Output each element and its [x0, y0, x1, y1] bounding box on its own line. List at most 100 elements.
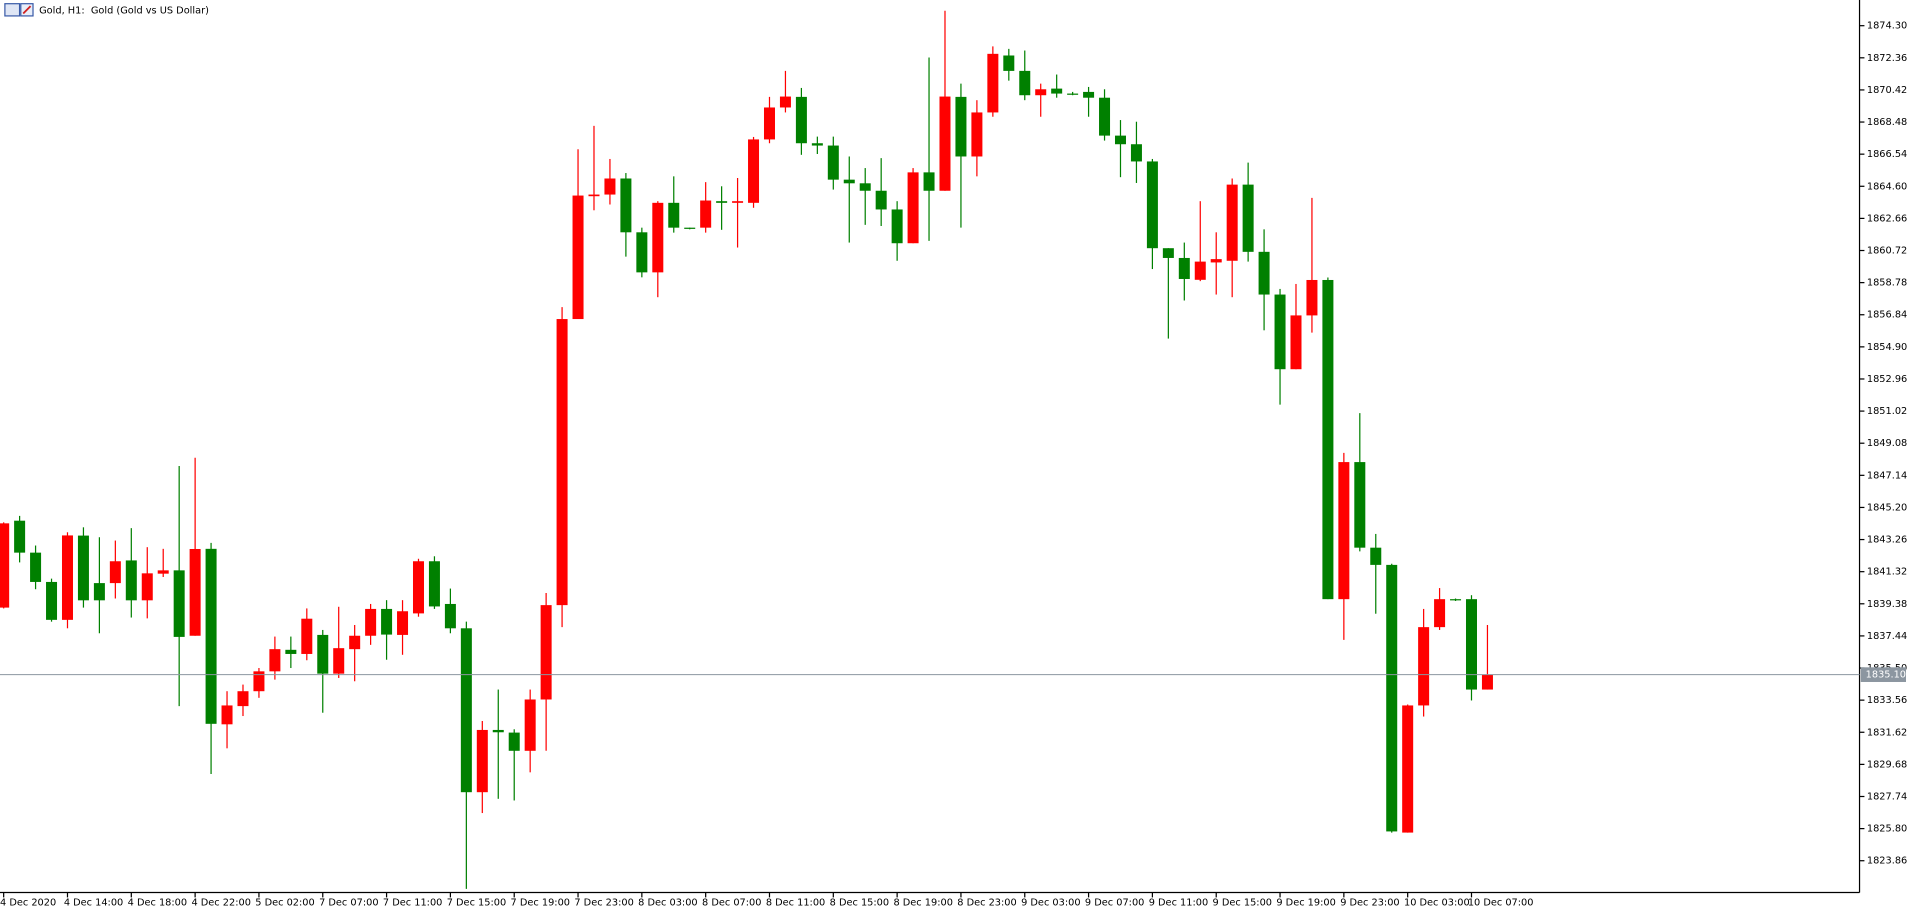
x-tick-label: 10 Dec 07:00: [1468, 897, 1534, 908]
candle-body: [1354, 462, 1366, 548]
y-tick-label: 1854.90: [1867, 342, 1907, 353]
candle-body: [1290, 315, 1302, 370]
x-tick-label: 10 Dec 03:00: [1404, 897, 1470, 908]
symbol-icon: [4, 3, 34, 17]
candle-body: [604, 178, 616, 195]
x-tick-label: 7 Dec 11:00: [383, 897, 442, 908]
y-tick-label: 1872.36: [1867, 53, 1907, 64]
y-tick-label: 1862.66: [1867, 213, 1907, 224]
candle-body: [1481, 674, 1493, 690]
candle-body: [907, 172, 919, 244]
y-tick-label: 1852.96: [1867, 374, 1907, 385]
y-tick-label: 1858.78: [1867, 278, 1907, 289]
x-tick-label: 8 Dec 23:00: [957, 897, 1016, 908]
candle-body: [492, 729, 504, 733]
candle-body: [700, 200, 712, 228]
x-tick-label: 8 Dec 19:00: [893, 897, 952, 908]
x-tick-label: 7 Dec 07:00: [319, 897, 378, 908]
x-tick-label: 8 Dec 11:00: [766, 897, 825, 908]
candle-body: [716, 201, 728, 203]
candle-body: [923, 172, 935, 191]
candle-body: [221, 705, 233, 725]
candle-body: [763, 107, 775, 140]
candle-body: [1338, 462, 1350, 600]
candle-body: [1322, 279, 1334, 600]
candle-body: [1051, 88, 1063, 94]
x-tick-label: 5 Dec 02:00: [255, 897, 314, 908]
candle-body: [732, 201, 744, 203]
y-tick-label: 1870.42: [1867, 85, 1907, 96]
candle-body: [827, 145, 839, 180]
candle-body: [476, 729, 488, 793]
y-tick-label: 1860.72: [1867, 246, 1907, 257]
candle-body: [652, 202, 664, 273]
candle-body: [1242, 184, 1254, 252]
candle-body: [157, 570, 169, 574]
x-tick-label: 4 Dec 18:00: [128, 897, 187, 908]
candle-body: [125, 560, 137, 601]
candle-body: [1083, 91, 1095, 98]
candle-body: [77, 535, 89, 601]
candle-body: [1450, 599, 1462, 601]
candle-body: [412, 561, 424, 614]
candles: [0, 10, 1493, 889]
x-tick-label: 9 Dec 03:00: [1021, 897, 1080, 908]
candle-body: [349, 635, 361, 650]
candle-body: [1418, 627, 1430, 706]
candle-body: [109, 561, 121, 584]
y-tick-label: 1856.84: [1867, 310, 1907, 321]
candle-body: [285, 649, 297, 654]
x-tick-label: 9 Dec 07:00: [1085, 897, 1144, 908]
candle-body: [779, 96, 791, 108]
candle-body: [540, 605, 552, 700]
candle-body: [1210, 259, 1222, 263]
candle-body: [524, 699, 536, 751]
y-tick-label: 1831.62: [1867, 727, 1907, 738]
candle-body: [684, 227, 696, 229]
candle-body: [1370, 547, 1382, 565]
candle-body: [269, 649, 281, 672]
candle-body: [189, 548, 201, 636]
y-tick-label: 1825.80: [1867, 824, 1907, 835]
candle-body: [811, 143, 823, 146]
y-tick-label: 1847.14: [1867, 470, 1907, 481]
candle-body: [1099, 97, 1111, 136]
candle-body: [1226, 184, 1238, 261]
candle-body: [30, 552, 42, 582]
x-tick-label: 8 Dec 15:00: [830, 897, 889, 908]
candle-body: [508, 732, 520, 751]
candle-body: [891, 209, 903, 244]
y-tick-label: 1845.20: [1867, 502, 1907, 513]
candle-body: [428, 561, 440, 607]
y-tick-label: 1864.60: [1867, 181, 1907, 192]
candle-body: [971, 112, 983, 157]
candle-body: [987, 53, 999, 113]
candle-body: [668, 202, 680, 228]
x-tick-label: 9 Dec 15:00: [1213, 897, 1272, 908]
candle-body: [46, 581, 58, 620]
candle-body: [556, 319, 568, 606]
x-tick-label: 9 Dec 19:00: [1276, 897, 1335, 908]
current-price-label: 1835.10: [1866, 670, 1906, 681]
candle-body: [173, 570, 185, 637]
x-tick-label: 9 Dec 11:00: [1149, 897, 1208, 908]
candle-body: [1178, 257, 1190, 279]
candle-body: [460, 628, 472, 793]
candle-body: [141, 573, 153, 601]
candle-body: [1067, 93, 1079, 95]
candle-body: [1402, 705, 1414, 833]
candle-body: [588, 194, 600, 197]
candle-body: [1194, 261, 1206, 280]
candle-body: [1162, 248, 1174, 258]
candle-body: [253, 671, 265, 692]
x-tick-label: 8 Dec 07:00: [702, 897, 761, 908]
candle-body: [93, 583, 105, 601]
y-tick-label: 1843.26: [1867, 535, 1907, 546]
y-tick-label: 1833.56: [1867, 695, 1907, 706]
candle-body: [572, 195, 584, 320]
candle-body: [620, 178, 632, 233]
candle-body: [859, 183, 871, 191]
y-tick-label: 1866.54: [1867, 149, 1907, 160]
x-tick-label: 4 Dec 22:00: [191, 897, 250, 908]
